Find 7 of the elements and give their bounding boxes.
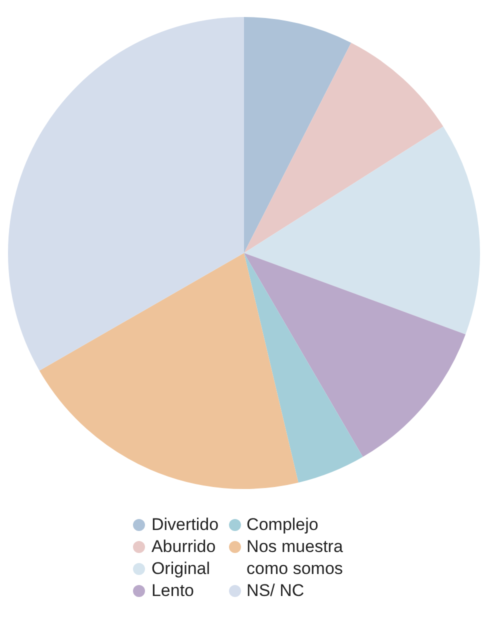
legend-label: NS/ NC bbox=[246, 580, 304, 602]
legend-label: Divertido bbox=[151, 514, 219, 536]
legend-label: Complejo bbox=[246, 514, 318, 536]
legend-label: Original bbox=[151, 558, 210, 580]
legend-label: Aburrido bbox=[151, 536, 216, 558]
legend-label: Lento bbox=[151, 580, 194, 602]
legend-label: Nos muestra como somos bbox=[246, 536, 344, 580]
